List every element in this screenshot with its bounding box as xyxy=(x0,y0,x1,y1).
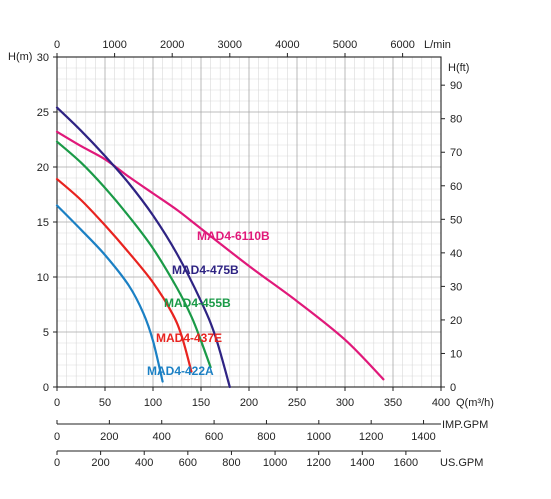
x-tick-label: 250 xyxy=(288,397,306,409)
top-tick-label: 2000 xyxy=(160,39,184,51)
x-tick-label: 100 xyxy=(144,397,162,409)
curve-label-mad4-437e: MAD4-437E xyxy=(156,331,222,345)
us-gpm-tick-label: 1000 xyxy=(263,457,287,469)
top-tick-label: 4000 xyxy=(275,39,299,51)
curve-mad4-6110b xyxy=(55,130,385,381)
imp-gpm-tick-label: 0 xyxy=(54,431,60,443)
top-tick-label: 1000 xyxy=(102,39,126,51)
right-tick-label: 10 xyxy=(450,348,462,360)
right-tick-label: 80 xyxy=(450,114,462,126)
us-gpm-tick-label: 0 xyxy=(54,457,60,469)
y-tick-label: 5 xyxy=(43,327,49,339)
axis-ticks xyxy=(53,53,445,455)
imp-gpm-tick-label: 1000 xyxy=(307,431,331,443)
y-tick-label: 15 xyxy=(37,217,49,229)
right-tick-label: 70 xyxy=(450,147,462,159)
imp-gpm-tick-label: 400 xyxy=(153,431,171,443)
us-gpm-tick-label: 1400 xyxy=(350,457,374,469)
imp-gpm-tick-label: 1400 xyxy=(411,431,435,443)
curve-label-mad4-422a: MAD4-422A xyxy=(147,364,214,378)
imp-gpm-tick-label: 800 xyxy=(257,431,275,443)
top-axis-unit-label: L/min xyxy=(424,39,451,51)
imp-gpm-tick-label: 200 xyxy=(100,431,118,443)
imp-gpm-unit-label: IMP.GPM xyxy=(442,419,488,431)
us-gpm-unit-label: US.GPM xyxy=(440,457,483,469)
us-gpm-tick-label: 600 xyxy=(179,457,197,469)
curve-mad4-422a xyxy=(55,204,164,383)
imp-gpm-tick-label: 1200 xyxy=(359,431,383,443)
x-tick-label: 350 xyxy=(384,397,402,409)
right-axis-unit-label: H(ft) xyxy=(448,62,469,74)
curve-label-mad4-455b: MAD4-455B xyxy=(164,296,231,310)
us-gpm-tick-label: 1200 xyxy=(306,457,330,469)
top-tick-label: 0 xyxy=(54,39,60,51)
right-tick-label: 0 xyxy=(450,382,456,394)
top-tick-label: 6000 xyxy=(390,39,414,51)
axis-unit-labels: Q(m³/h) L/min H(m) H(ft) IMP.GPM US.GPM xyxy=(8,39,494,469)
y-tick-label: 30 xyxy=(37,52,49,64)
major-gridlines xyxy=(57,57,441,387)
y-tick-label: 0 xyxy=(43,382,49,394)
x-tick-label: 0 xyxy=(54,397,60,409)
right-tick-label: 90 xyxy=(450,80,462,92)
curve-mad4-437e xyxy=(55,178,193,373)
us-gpm-tick-label: 400 xyxy=(135,457,153,469)
curve-label-mad4-475b: MAD4-475B xyxy=(172,263,239,277)
right-tick-label: 30 xyxy=(450,281,462,293)
y-tick-label: 25 xyxy=(37,107,49,119)
right-tick-label: 50 xyxy=(450,214,462,226)
imp-gpm-tick-label: 600 xyxy=(205,431,223,443)
curve-mad4-455b xyxy=(55,140,212,369)
y-axis-unit-label: H(m) xyxy=(8,51,32,63)
x-tick-label: 300 xyxy=(336,397,354,409)
axis-tick-labels: 0 50 100 150 200 250 300 350 4000 1000 2000 3000 400… xyxy=(37,39,463,469)
y-tick-label: 20 xyxy=(37,162,49,174)
x-tick-label: 50 xyxy=(99,397,111,409)
curve-label-mad4-6110b: MAD4-6110B xyxy=(197,229,270,243)
x-tick-label: 200 xyxy=(240,397,258,409)
right-tick-label: 20 xyxy=(450,315,462,327)
us-gpm-tick-label: 800 xyxy=(222,457,240,469)
right-tick-label: 60 xyxy=(450,181,462,193)
us-gpm-tick-label: 1600 xyxy=(394,457,418,469)
x-axis-unit-label: Q(m³/h) xyxy=(456,397,494,409)
curve-mad4-475b xyxy=(55,106,231,389)
us-gpm-tick-label: 200 xyxy=(91,457,109,469)
curve-labels: MAD4-6110B MAD4-475B MAD4-455B MAD4-437E MAD… xyxy=(147,229,270,378)
top-tick-label: 3000 xyxy=(218,39,242,51)
y-tick-label: 10 xyxy=(37,272,49,284)
performance-curves xyxy=(55,106,385,389)
top-tick-label: 5000 xyxy=(333,39,357,51)
x-tick-label: 150 xyxy=(192,397,210,409)
x-tick-label: 400 xyxy=(432,397,450,409)
right-tick-label: 40 xyxy=(450,248,462,260)
